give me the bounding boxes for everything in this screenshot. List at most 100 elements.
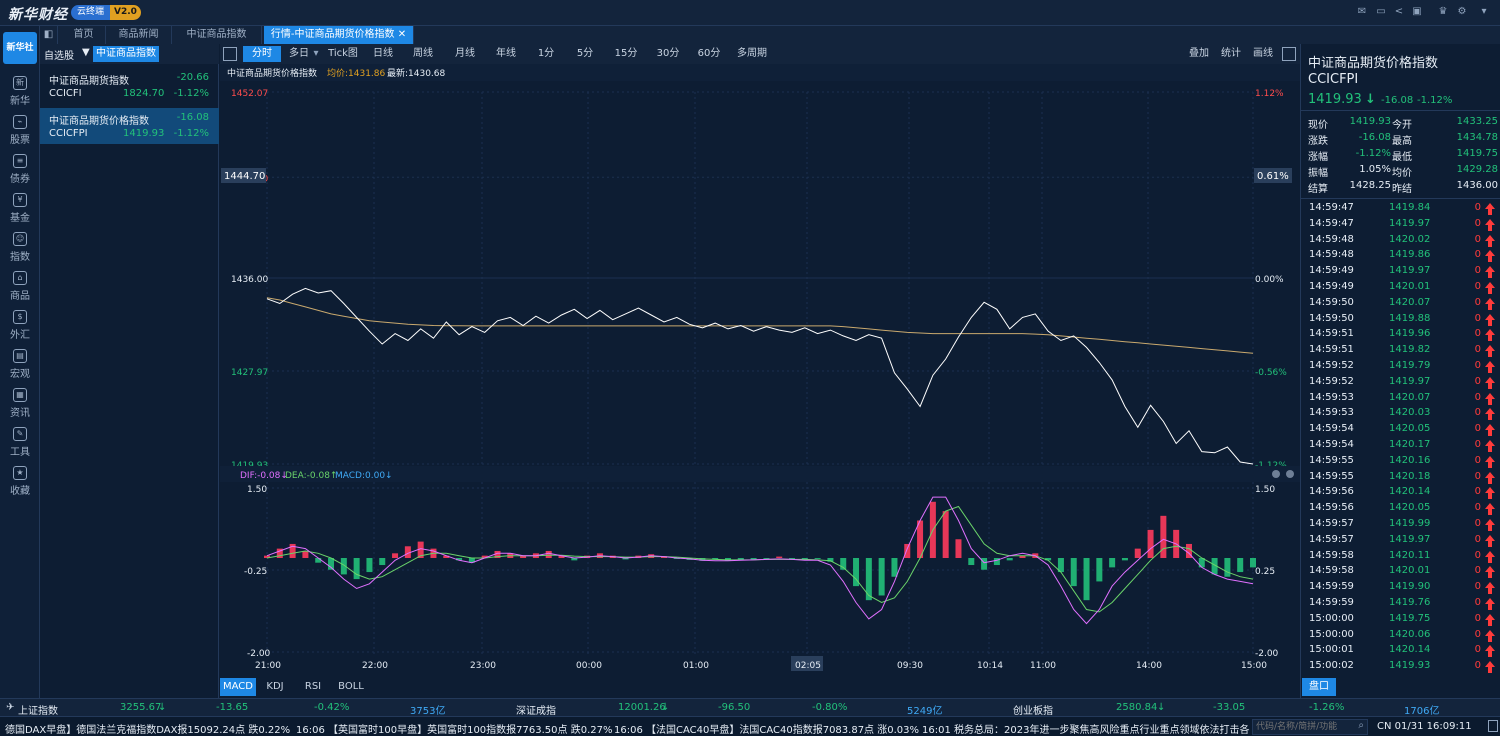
news-item[interactable]: 16:06 【法国CAC40早盘】法国CAC40指数报7083.87点 涨0.0… [614, 725, 920, 736]
skin-icon[interactable]: ♛ [1438, 6, 1448, 17]
market-name[interactable]: 上证指数 [18, 706, 58, 717]
period-15min[interactable]: 15分 [614, 48, 638, 59]
tick-time: 14:59:47 [1309, 217, 1354, 229]
nav-favorites[interactable]: ★ 收藏 [0, 462, 40, 500]
nav-stock[interactable]: ⌁ 股票 [0, 111, 40, 149]
market-name[interactable]: 创业板指 [1013, 706, 1053, 717]
brand-logo-icon[interactable]: 新华社 [3, 32, 37, 64]
watchlist-tabs: 自选股 ▼ 中证商品指数 [40, 44, 219, 64]
search-input[interactable] [1253, 720, 1349, 734]
mail-icon[interactable]: ✉ [1357, 6, 1367, 17]
quote-value: 1419.75 [1456, 148, 1498, 159]
nav-tools[interactable]: ✎ 工具 [0, 423, 40, 461]
tab-self-selected[interactable]: 自选股 [44, 51, 74, 62]
macd-bar [891, 558, 898, 577]
tick-time: 15:00:00 [1309, 628, 1354, 640]
pin-icon[interactable]: ✈ [6, 702, 15, 713]
tick-time: 14:59:47 [1309, 202, 1354, 213]
chart-toolbar: 分时 多日 ▾ Tick图 日线 周线 月线 年线 1分 5分 15分 30分 … [220, 44, 1300, 64]
macd-dea-label: DEA:-0.08↑ [285, 471, 337, 481]
period-year[interactable]: 年线 [496, 48, 516, 59]
tab-home[interactable]: 首页 [62, 26, 106, 44]
message-icon[interactable]: ▭ [1376, 6, 1386, 17]
news-item[interactable]: 德国DAX早盘】德国法兰克福指数DAX报15092.24点 跌0.22% [5, 725, 291, 736]
tab-commodity-news[interactable]: 商品新闻 [106, 26, 172, 44]
period-30min[interactable]: 30分 [656, 48, 680, 59]
period-day[interactable]: 日线 [373, 48, 393, 59]
sidebar-toggle-icon[interactable]: ◧ [40, 26, 58, 44]
period-multi[interactable]: 多周期 [737, 48, 767, 59]
window-icon[interactable]: ▣ [1412, 6, 1422, 17]
chevron-down-icon[interactable]: ▾ [1481, 6, 1487, 17]
nav-news[interactable]: ▦ 资讯 [0, 384, 40, 422]
close-indicator-icon[interactable] [1272, 470, 1280, 478]
period-5min[interactable]: 5分 [576, 48, 594, 59]
macd-bar [494, 550, 501, 558]
settings-icon[interactable] [1286, 470, 1294, 478]
search-box[interactable]: ⌕ [1252, 719, 1368, 735]
period-timeshare[interactable]: 分时 [243, 46, 281, 62]
watchlist-row-selected[interactable]: 中证商品期货价格指数 -16.08 CCICFPI 1419.93 -1.12% [40, 108, 219, 144]
quote-label: 涨跌 [1308, 136, 1328, 147]
macd-bar [1006, 558, 1013, 561]
nav-macro[interactable]: ▤ 宏观 [0, 345, 40, 383]
indicator-tabs: MACD KDJ RSI BOLL [220, 678, 1300, 696]
fund-icon: ¥ [13, 193, 27, 207]
news-item[interactable]: 16:06 【英国富时100早盘】英国富时100指数报7763.50点 跌0.2… [296, 725, 613, 736]
nav-xinhua[interactable]: 新新华 [0, 72, 40, 110]
indicator-boll[interactable]: BOLL [338, 681, 364, 692]
period-week[interactable]: 周线 [413, 48, 433, 59]
quote-table: 现价 1419.93 今开 1433.25 涨跌 -16.08 最高 1434.… [1308, 116, 1498, 196]
macd-bar [315, 558, 322, 563]
search-icon[interactable]: ⌕ [1358, 720, 1364, 731]
tab-csi-commodity[interactable]: 中证商品指数 [93, 46, 159, 62]
tick-row: 14:59:52 1419.79 0 [1309, 360, 1495, 376]
macd-bar [1185, 543, 1192, 558]
tab-csi-commodity-index[interactable]: 中证商品指数 [172, 26, 262, 44]
overlay-button[interactable]: 叠加 [1189, 48, 1209, 59]
tab-quote-active[interactable]: 行情-中证商品期货价格指数 ✕ [264, 26, 414, 44]
x-tick-label: 15:00 [1241, 661, 1267, 671]
nav-label: 宏观 [10, 369, 30, 380]
period-1min[interactable]: 1分 [537, 48, 555, 59]
gear-icon[interactable]: ⚙ [1457, 6, 1467, 17]
close-icon[interactable]: ✕ [397, 29, 407, 40]
quote-name: 中证商品期货价格指数 [1308, 56, 1439, 71]
panel-toggle-icon[interactable] [1282, 47, 1296, 61]
nav-commodity[interactable]: ⌂ 商品 [0, 267, 40, 305]
macd-y-label-right: -2.00 [1255, 649, 1279, 659]
nav-bond[interactable]: ≡ 债券 [0, 150, 40, 188]
chevron-down-icon[interactable]: ▾ [313, 48, 319, 59]
tick-price: 1419.86 [1389, 249, 1431, 261]
panel-toggle-icon[interactable] [223, 47, 237, 61]
tick-time: 14:59:48 [1309, 249, 1354, 261]
tick-list[interactable]: 14:59:47 1419.84 0 14:59:47 1419.97 0 14:59:48… [1301, 202, 1500, 678]
window-icon[interactable] [1488, 720, 1498, 732]
news-item[interactable]: 16:01 税务总局：2023年进一步聚焦高风险重点行业重点领域依法打击各类偷 [922, 725, 1250, 736]
share-icon[interactable]: < [1394, 6, 1404, 17]
nav-fund[interactable]: ¥ 基金 [0, 189, 40, 227]
indicator-rsi[interactable]: RSI [304, 681, 322, 692]
arrow-up-icon [1485, 519, 1495, 531]
price-chart[interactable]: 中证商品期货价格指数 均价:1431.86 最新:1430.68 1452.07… [220, 64, 1300, 676]
market-name[interactable]: 深证成指 [516, 706, 556, 717]
chevron-down-icon[interactable]: ▼ [82, 47, 90, 58]
period-60min[interactable]: 60分 [697, 48, 721, 59]
indicator-kdj[interactable]: KDJ [266, 681, 284, 692]
watchlist-row[interactable]: 中证商品期货指数 -20.66 CCICFI 1824.70 -1.12% [40, 68, 219, 104]
period-multiday[interactable]: 多日 [289, 48, 309, 59]
period-month[interactable]: 月线 [455, 48, 475, 59]
arrow-up-icon [1485, 376, 1495, 389]
arrow-down-icon: ↓ [661, 702, 670, 713]
tick-price: 1419.97 [1389, 217, 1431, 229]
stats-button[interactable]: 统计 [1221, 48, 1241, 59]
draw-button[interactable]: 画线 [1253, 48, 1273, 59]
tab-quote-label: 行情-中证商品期货价格指数 [270, 29, 395, 40]
indicator-macd[interactable]: MACD [220, 678, 256, 696]
quote-change: -16.08 [1381, 95, 1414, 106]
tick-volume: 0 [1474, 233, 1481, 245]
pankou-button[interactable]: 盘口 [1302, 678, 1336, 696]
nav-forex[interactable]: $ 外汇 [0, 306, 40, 344]
period-tick[interactable]: Tick图 [328, 48, 358, 59]
nav-index[interactable]: ☺ 指数 [0, 228, 40, 266]
